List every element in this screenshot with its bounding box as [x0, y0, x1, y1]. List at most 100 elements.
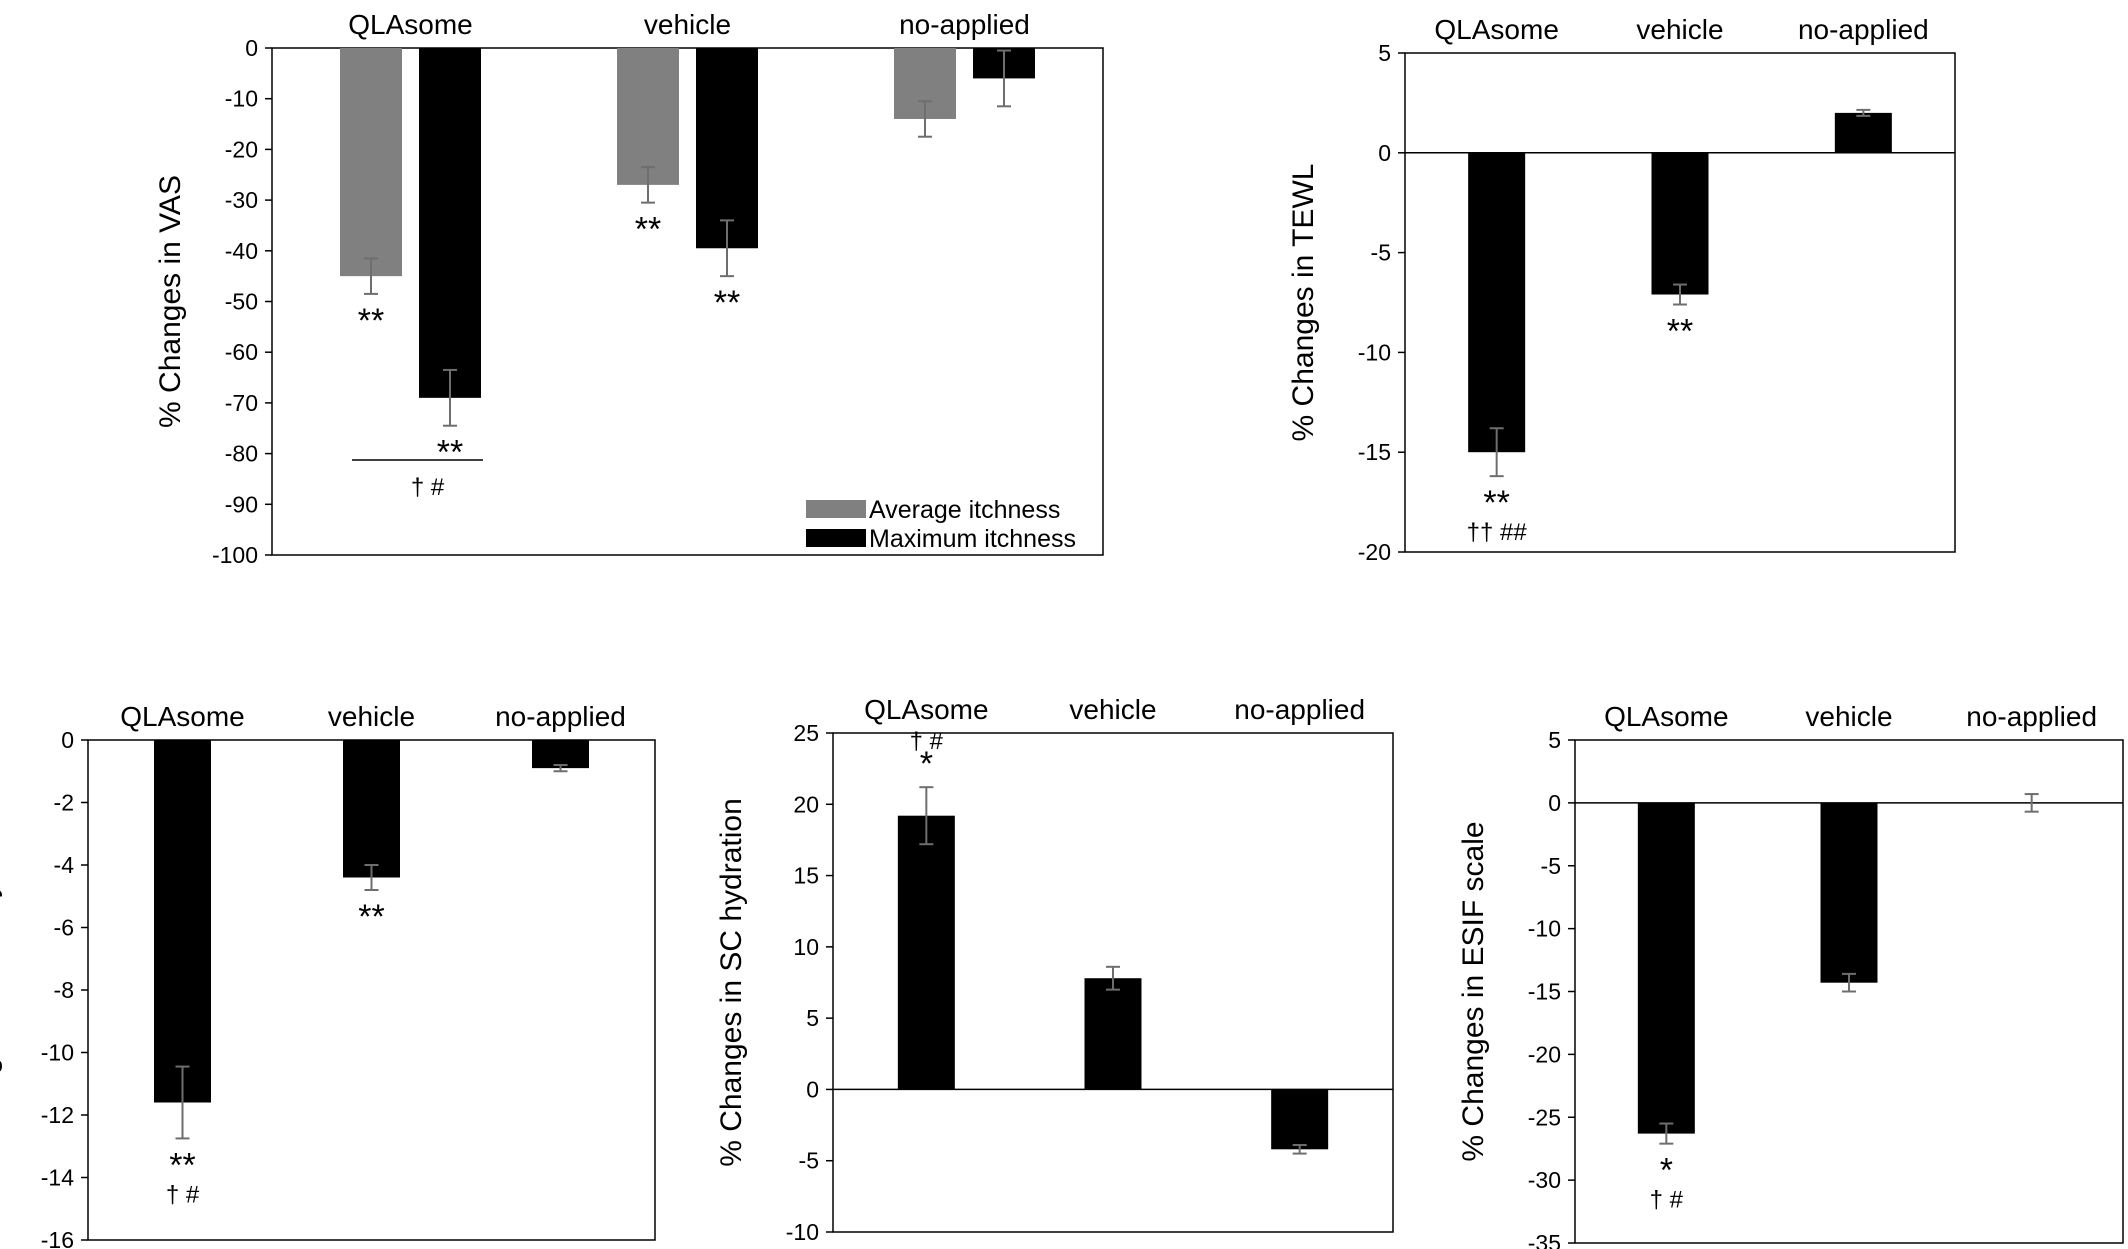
significance-mark: † #	[910, 728, 944, 755]
y-tick-label: -2	[54, 790, 74, 816]
category-label: no-applied	[1234, 694, 1365, 725]
y-tick-label: -40	[225, 238, 258, 264]
bar	[1651, 152, 1709, 295]
plot-frame	[1404, 52, 1956, 553]
y-tick-label: -5	[1541, 853, 1561, 879]
y-tick-label: -16	[41, 1227, 74, 1249]
significance-stars: *	[920, 745, 933, 783]
category-label: vehicle	[328, 701, 415, 732]
y-tick-label: -10	[41, 1040, 74, 1066]
y-tick-label: -10	[786, 1219, 819, 1245]
chart-panel-erythema: 0 -2 -4 -6 -8 -10 -12 -14 -16 % Changes in skin e…	[0, 701, 656, 1249]
y-axis-label: % Changes in TEWL	[1287, 164, 1320, 442]
bar	[419, 48, 481, 398]
y-tick-label: 0	[806, 1076, 819, 1102]
y-tick-label: -25	[1528, 1104, 1561, 1130]
category-label: QLAsome	[864, 694, 989, 725]
bar	[1468, 152, 1526, 453]
y-tick-label: 0	[245, 35, 258, 61]
significance-stars: **	[358, 302, 384, 340]
bar	[343, 740, 400, 878]
y-tick-label: -15	[1528, 979, 1561, 1005]
y-tick-label: 5	[1378, 40, 1391, 66]
y-axis-label: % Changes in VAS	[154, 175, 187, 428]
y-tick-label: -5	[799, 1148, 819, 1174]
y-tick-label: 5	[806, 1005, 819, 1031]
y-tick-label: -10	[1528, 916, 1561, 942]
category-label: vehicle	[644, 9, 731, 40]
category-label: QLAsome	[1434, 14, 1559, 45]
category-label: no-applied	[1966, 701, 2097, 732]
bar	[1637, 802, 1695, 1134]
significance-stars: *	[1660, 1152, 1673, 1190]
category-label: no-applied	[1798, 14, 1929, 45]
y-tick-label: -30	[1528, 1167, 1561, 1193]
significance-stars: **	[437, 434, 463, 472]
y-axis-label: % Changes in skin erythema	[0, 799, 3, 1181]
significance-mark: † #	[166, 1181, 200, 1208]
bar	[1084, 978, 1142, 1090]
bar	[1820, 802, 1878, 983]
category-label: no-applied	[899, 9, 1030, 40]
y-tick-label: -10	[225, 86, 258, 112]
y-tick-label: -20	[1358, 539, 1391, 565]
y-tick-label: -4	[54, 852, 75, 878]
category-label: vehicle	[1069, 694, 1156, 725]
y-tick-label: -12	[41, 1102, 74, 1128]
y-tick-label: 0	[1548, 790, 1561, 816]
category-label: QLAsome	[348, 9, 473, 40]
chart-panel-tewl: 5 0 -5 -10 -15 -20 % Changes in TEWL QLAsome veh…	[1287, 14, 1956, 565]
category-label: vehicle	[1636, 14, 1723, 45]
y-tick-label: -6	[54, 915, 74, 941]
category-label: QLAsome	[120, 701, 245, 732]
y-tick-label: -90	[225, 491, 258, 517]
y-tick-label: 25	[793, 720, 819, 746]
significance-stars: **	[358, 898, 384, 936]
category-label: vehicle	[1805, 701, 1892, 732]
plot-frame	[832, 732, 1394, 1233]
y-tick-label: -10	[1358, 339, 1391, 365]
bar	[617, 48, 679, 185]
significance-mark: †† ##	[1467, 519, 1528, 546]
legend-label: Average itchness	[869, 496, 1060, 524]
bar	[154, 740, 211, 1103]
significance-stars: **	[1667, 312, 1693, 350]
y-tick-label: -20	[225, 136, 258, 162]
y-tick-label: -50	[225, 289, 258, 315]
significance-stars: **	[1483, 484, 1509, 522]
significance-stars: **	[635, 211, 661, 249]
legend-swatch	[806, 500, 866, 518]
significance-stars: **	[714, 284, 740, 322]
y-tick-label: -35	[1528, 1230, 1561, 1249]
y-tick-label: 20	[793, 791, 819, 817]
significance-stars: **	[169, 1146, 195, 1184]
y-axis-label: % Changes in ESIF scale	[1457, 821, 1490, 1161]
y-tick-label: 15	[793, 863, 819, 889]
legend-label: Maximum itchness	[869, 525, 1076, 553]
chart-panel-hydration: 25 20 15 10 5 0 -5 -10 % Changes in SC hydration…	[715, 694, 1394, 1245]
category-label: no-applied	[495, 701, 626, 732]
y-axis-label: % Changes in SC hydration	[715, 798, 748, 1167]
y-tick-label: -70	[225, 390, 258, 416]
y-tick-label: -60	[225, 339, 258, 365]
bar	[897, 815, 955, 1090]
y-tick-label: -15	[1358, 439, 1391, 465]
y-tick-label: -80	[225, 441, 258, 467]
y-tick-label: 5	[1548, 727, 1561, 753]
bar	[1834, 112, 1892, 153]
bar	[340, 48, 402, 277]
bar	[1271, 1089, 1329, 1150]
y-tick-label: -30	[225, 187, 258, 213]
y-tick-label: -14	[41, 1165, 74, 1191]
bar	[696, 48, 758, 249]
chart-panel-esif: 5 0 -5 -10 -15 -20 -25 -30 -35 % Changes in ESIF …	[1457, 701, 2124, 1249]
y-tick-label: -20	[1528, 1041, 1561, 1067]
chart-panel-vas: 0 -10 -20 -30 -40 -50 -60 -70 -80 -90 -100 % Change…	[154, 9, 1104, 568]
y-tick-label: 10	[793, 934, 819, 960]
y-tick-label: -100	[212, 542, 258, 568]
y-tick-label: 0	[1378, 140, 1391, 166]
significance-mark: † #	[1650, 1187, 1684, 1214]
y-tick-label: -8	[54, 977, 74, 1003]
